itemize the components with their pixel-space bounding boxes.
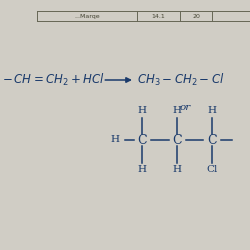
Text: C: C: [208, 134, 217, 146]
Text: ...Marqe: ...Marqe: [74, 14, 100, 19]
Text: H: H: [138, 165, 147, 174]
Text: $CH_3-CH_2-Cl$: $CH_3-CH_2-Cl$: [137, 72, 225, 88]
Text: C: C: [172, 134, 182, 146]
Text: 20: 20: [192, 14, 200, 19]
Text: H: H: [208, 106, 217, 115]
Text: or: or: [179, 103, 190, 112]
Text: H: H: [111, 136, 120, 144]
Text: H: H: [173, 165, 182, 174]
Text: C: C: [138, 134, 147, 146]
Text: 14.1: 14.1: [152, 14, 166, 19]
Text: H: H: [138, 106, 147, 115]
Text: $-\,CH = CH_2 + HCl$: $-\,CH = CH_2 + HCl$: [2, 72, 105, 88]
Text: Cl: Cl: [206, 165, 218, 174]
Text: H: H: [173, 106, 182, 115]
